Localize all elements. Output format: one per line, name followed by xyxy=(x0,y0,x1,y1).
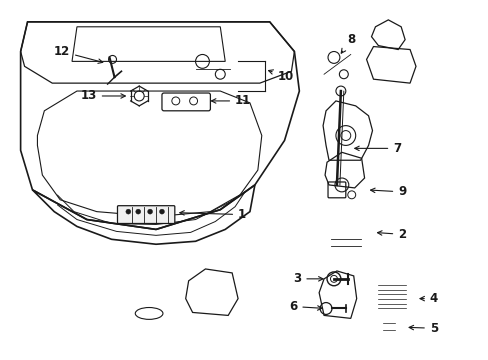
Text: 9: 9 xyxy=(370,185,406,198)
Text: 12: 12 xyxy=(54,45,102,63)
Text: 3: 3 xyxy=(293,273,323,285)
Circle shape xyxy=(125,209,131,214)
Text: 13: 13 xyxy=(81,90,125,103)
Text: 2: 2 xyxy=(377,228,406,241)
FancyBboxPatch shape xyxy=(117,206,174,224)
Circle shape xyxy=(147,209,152,214)
Text: 8: 8 xyxy=(341,33,354,53)
Text: 1: 1 xyxy=(180,208,245,221)
Text: 7: 7 xyxy=(354,142,401,155)
Circle shape xyxy=(159,209,164,214)
Circle shape xyxy=(136,209,141,214)
Text: 5: 5 xyxy=(408,322,437,335)
Text: 4: 4 xyxy=(419,292,437,305)
Text: 10: 10 xyxy=(268,70,293,83)
Text: 11: 11 xyxy=(211,94,251,107)
Text: 6: 6 xyxy=(288,300,322,313)
